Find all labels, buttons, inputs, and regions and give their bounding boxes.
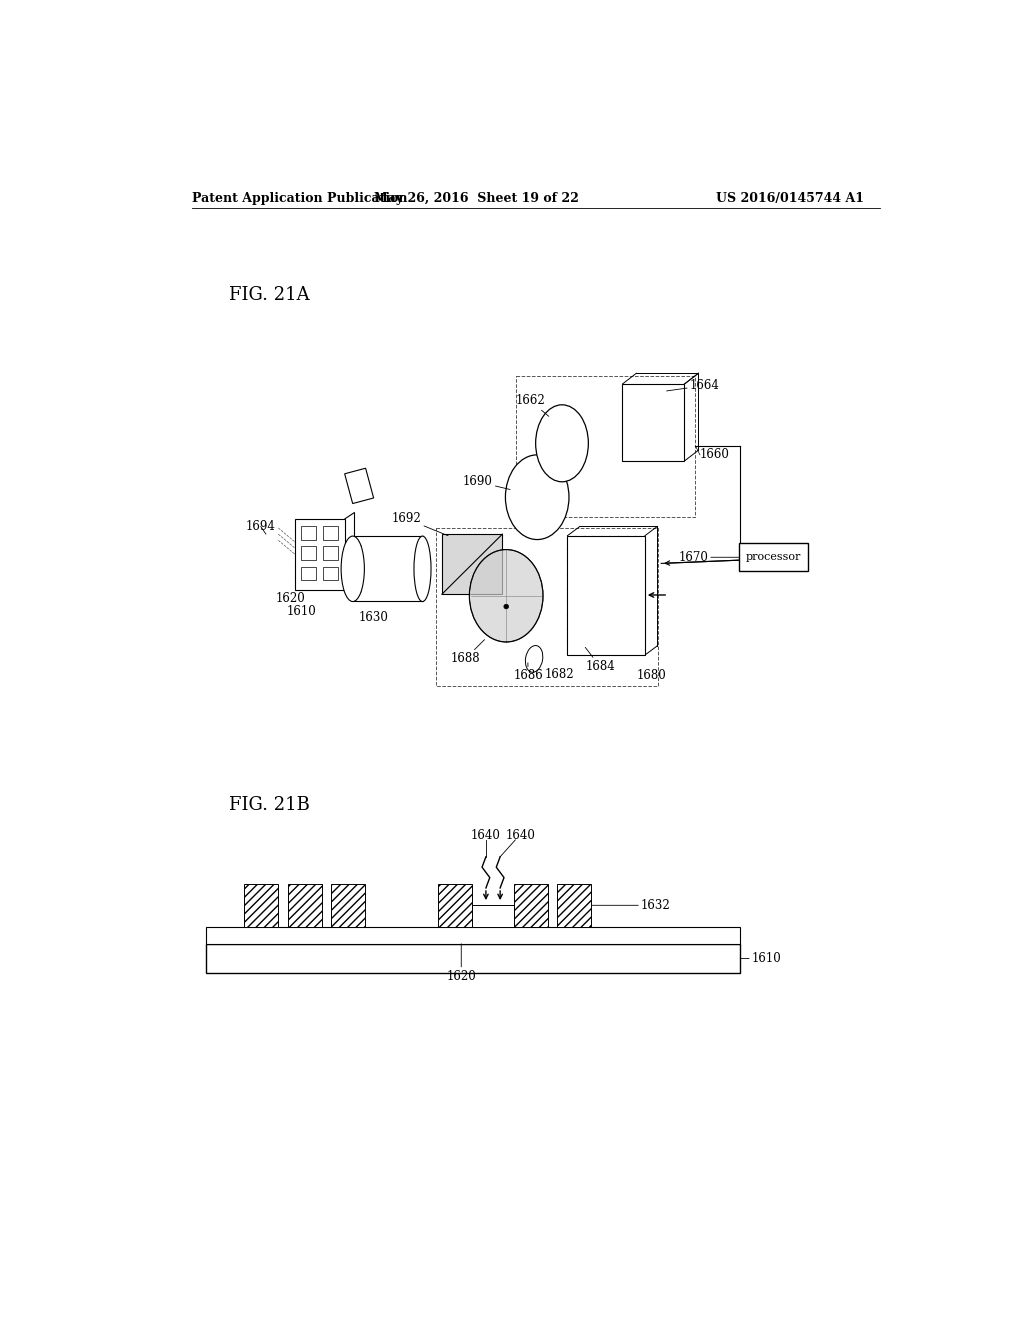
Ellipse shape (525, 645, 543, 672)
Ellipse shape (504, 605, 509, 609)
Text: 1690: 1690 (463, 475, 510, 490)
Text: 1640: 1640 (505, 829, 536, 842)
Ellipse shape (341, 536, 365, 602)
Bar (245, 884, 279, 927)
Bar (442, 535, 503, 594)
Bar (557, 884, 592, 927)
Bar (472, 904, 514, 927)
Bar (301, 527, 316, 540)
Bar (738, 544, 809, 572)
Bar (345, 469, 374, 503)
Bar (323, 566, 338, 581)
Bar (436, 528, 658, 686)
Text: 1660: 1660 (700, 449, 730, 462)
Bar (206, 927, 740, 944)
Text: 1684: 1684 (586, 647, 615, 673)
Bar (514, 884, 548, 927)
Bar (623, 384, 684, 461)
Text: May 26, 2016  Sheet 19 of 22: May 26, 2016 Sheet 19 of 22 (375, 191, 580, 205)
Text: 1692: 1692 (391, 512, 449, 536)
Text: 1632: 1632 (592, 899, 671, 912)
Text: FIG. 21B: FIG. 21B (228, 796, 309, 814)
Text: 1682: 1682 (544, 668, 573, 681)
Text: processor: processor (745, 552, 801, 562)
Bar (515, 376, 695, 517)
Text: 1620: 1620 (446, 944, 476, 982)
Text: 1686: 1686 (513, 663, 543, 682)
Bar (323, 527, 338, 540)
Ellipse shape (536, 405, 589, 482)
Text: 1610: 1610 (740, 952, 781, 965)
Bar (301, 546, 316, 560)
Text: 1680: 1680 (636, 669, 667, 682)
Text: FIG. 21A: FIG. 21A (228, 286, 309, 305)
Bar (438, 884, 472, 927)
Text: 1610: 1610 (287, 605, 316, 618)
Text: 1620: 1620 (275, 593, 305, 606)
Text: 1670: 1670 (678, 550, 738, 564)
Text: 1694: 1694 (246, 520, 275, 535)
Ellipse shape (414, 536, 431, 602)
Bar (323, 546, 338, 560)
Bar (206, 944, 740, 973)
Bar (567, 536, 645, 655)
Text: 1640: 1640 (470, 829, 501, 842)
Text: Patent Application Publication: Patent Application Publication (191, 191, 408, 205)
Bar (301, 566, 316, 581)
Text: 1630: 1630 (358, 611, 388, 624)
Text: 1688: 1688 (451, 640, 484, 665)
Bar (331, 884, 366, 927)
Text: US 2016/0145744 A1: US 2016/0145744 A1 (716, 191, 864, 205)
Text: 1664: 1664 (667, 379, 720, 392)
Ellipse shape (506, 455, 569, 540)
Bar (288, 884, 322, 927)
Text: 1662: 1662 (515, 395, 549, 416)
Ellipse shape (469, 549, 543, 642)
Bar (295, 519, 345, 590)
